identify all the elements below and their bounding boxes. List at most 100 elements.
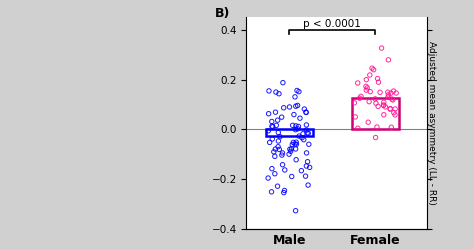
Point bbox=[296, 116, 304, 120]
Point bbox=[264, 129, 272, 133]
Point bbox=[268, 167, 276, 171]
Point bbox=[387, 91, 395, 95]
Point bbox=[288, 147, 295, 151]
Point bbox=[388, 97, 396, 101]
Point bbox=[293, 88, 301, 92]
Point bbox=[274, 145, 282, 149]
Point bbox=[384, 90, 392, 94]
Point bbox=[378, 46, 385, 50]
Point bbox=[274, 139, 282, 143]
Point bbox=[382, 105, 389, 109]
Point bbox=[380, 103, 387, 107]
Point bbox=[292, 158, 300, 162]
Point bbox=[290, 113, 298, 117]
Point bbox=[375, 80, 383, 84]
Point bbox=[279, 151, 286, 155]
Point bbox=[264, 176, 272, 180]
Point bbox=[274, 130, 282, 134]
Text: Adjusted mean asymmetry (LL - RR): Adjusted mean asymmetry (LL - RR) bbox=[427, 41, 436, 205]
Point bbox=[268, 190, 275, 194]
Point bbox=[298, 136, 306, 140]
Point bbox=[273, 123, 280, 127]
Point bbox=[363, 88, 370, 92]
Point bbox=[292, 140, 300, 144]
Point bbox=[271, 172, 279, 176]
Point bbox=[304, 183, 312, 187]
Point bbox=[292, 209, 300, 213]
Point bbox=[376, 90, 384, 94]
Point bbox=[386, 107, 394, 111]
Point bbox=[298, 169, 305, 173]
Point bbox=[281, 168, 289, 172]
Point bbox=[303, 151, 310, 155]
Point bbox=[389, 98, 397, 102]
Point bbox=[287, 149, 294, 153]
Point bbox=[274, 184, 282, 188]
Point bbox=[364, 86, 371, 90]
Point bbox=[300, 138, 308, 142]
Point bbox=[272, 147, 279, 151]
Point bbox=[275, 92, 283, 96]
Point bbox=[303, 128, 310, 132]
Point bbox=[292, 142, 299, 146]
Point bbox=[390, 111, 398, 115]
Point bbox=[292, 104, 300, 108]
Point bbox=[301, 107, 308, 111]
Point bbox=[384, 93, 392, 97]
Point bbox=[306, 165, 313, 169]
Point bbox=[268, 124, 276, 128]
Point bbox=[265, 112, 273, 116]
Point bbox=[354, 126, 362, 130]
Bar bbox=[352, 98, 399, 129]
Point bbox=[272, 110, 279, 114]
Point bbox=[392, 107, 399, 111]
Point bbox=[290, 140, 297, 144]
Point bbox=[302, 110, 310, 114]
Point bbox=[271, 154, 279, 158]
Point bbox=[372, 101, 380, 105]
Point bbox=[278, 153, 286, 157]
Point bbox=[370, 68, 377, 72]
Point bbox=[302, 111, 310, 115]
Point bbox=[386, 107, 394, 111]
Point bbox=[289, 123, 296, 127]
Point bbox=[351, 101, 358, 105]
Point bbox=[268, 137, 276, 141]
Point bbox=[391, 113, 399, 117]
Text: p < 0.0001: p < 0.0001 bbox=[303, 19, 361, 29]
Point bbox=[384, 95, 392, 99]
Point bbox=[380, 100, 388, 104]
Point bbox=[357, 94, 365, 98]
Point bbox=[304, 160, 311, 164]
Point bbox=[292, 142, 300, 146]
Point bbox=[268, 120, 275, 124]
Point bbox=[270, 150, 278, 154]
Point bbox=[380, 113, 388, 117]
Point bbox=[294, 103, 301, 107]
Point bbox=[286, 147, 294, 151]
Point bbox=[278, 115, 285, 119]
Point bbox=[292, 147, 300, 151]
Point bbox=[279, 81, 287, 85]
Text: B): B) bbox=[215, 7, 230, 20]
Point bbox=[351, 115, 359, 119]
Point bbox=[380, 103, 387, 107]
Point bbox=[288, 175, 295, 179]
Point bbox=[280, 106, 288, 110]
Point bbox=[286, 105, 293, 109]
Point bbox=[303, 131, 311, 135]
Point bbox=[302, 123, 310, 127]
Point bbox=[392, 91, 400, 95]
Point bbox=[299, 132, 307, 136]
Point bbox=[354, 81, 362, 85]
Point bbox=[269, 125, 277, 129]
Point bbox=[274, 118, 282, 122]
Point bbox=[388, 125, 395, 129]
Point bbox=[373, 125, 381, 129]
Point bbox=[302, 164, 310, 168]
Point bbox=[366, 90, 374, 94]
Point bbox=[295, 90, 303, 94]
Point bbox=[305, 142, 313, 146]
Point bbox=[272, 90, 280, 94]
Point bbox=[304, 131, 312, 135]
